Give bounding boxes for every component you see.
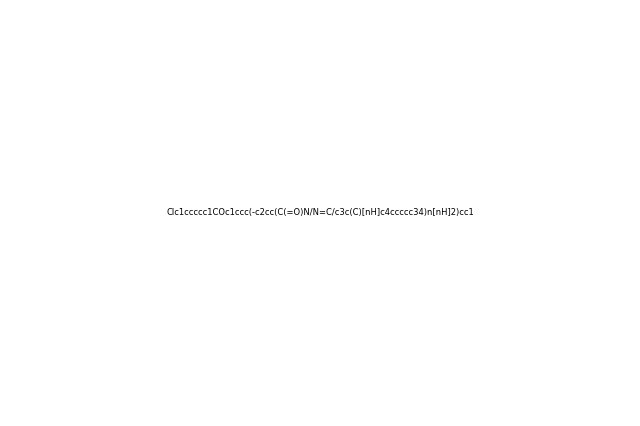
Text: Clc1ccccc1COc1ccc(-c2cc(C(=O)N/N=C/c3c(C)[nH]c4ccccc34)n[nH]2)cc1: Clc1ccccc1COc1ccc(-c2cc(C(=O)N/N=C/c3c(C… — [166, 208, 474, 218]
